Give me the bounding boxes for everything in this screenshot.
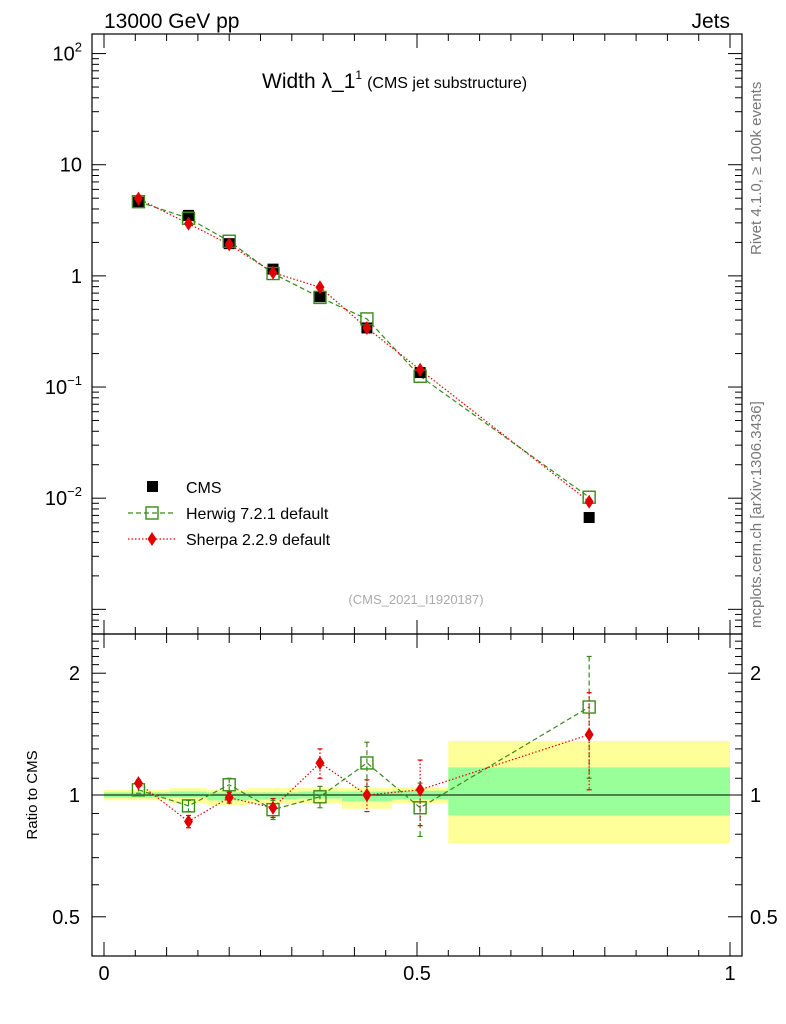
ratio-band-inner — [448, 767, 730, 816]
legend-label-cms: CMS — [186, 480, 222, 497]
ratio-sherpa-point — [133, 776, 143, 791]
ratio-sherpa-point — [184, 814, 194, 829]
ratio-sherpa-point — [584, 727, 594, 742]
ratio-herwig-point — [222, 778, 236, 792]
legend-label-herwig: Herwig 7.2.1 default — [186, 506, 329, 523]
sherpa-point — [584, 494, 594, 509]
ratio-xtick-label: 0 — [98, 963, 109, 985]
legend-marker-cms — [147, 481, 158, 492]
ratio-ytick-label-left: 1 — [69, 785, 80, 807]
ratio-ytick-label-right: 0.5 — [750, 907, 778, 929]
main-ytick-label: 10−1 — [45, 373, 82, 399]
ratio-herwig-point — [413, 801, 427, 815]
legend-label-sherpa: Sherpa 2.2.9 default — [186, 532, 331, 549]
side-label-bottom: mcplots.cern.ch [arXiv:1306.3436] — [748, 401, 765, 628]
process-label: Jets — [691, 10, 730, 33]
ratio-line-sherpa — [138, 734, 590, 823]
ratio-sherpa-point — [224, 790, 234, 805]
sherpa-point — [415, 362, 425, 377]
legend-marker-herwig — [145, 506, 159, 520]
cms-point — [314, 291, 326, 303]
ratio-sherpa-point — [415, 782, 425, 797]
sherpa-point — [184, 216, 194, 231]
side-label-top: Rivet 4.1.0, ≥ 100k events — [748, 82, 765, 255]
analysis-watermark: (CMS_2021_I1920187) — [348, 592, 483, 607]
ratio-line-herwig — [138, 706, 590, 811]
main-ytick-label: 102 — [53, 40, 82, 66]
ratio-sherpa-point — [362, 788, 372, 802]
main-line-herwig — [138, 201, 590, 498]
legend-marker-sherpa — [147, 532, 157, 546]
sherpa-point — [268, 265, 278, 280]
chart-title-sup: 1 — [355, 68, 362, 82]
sherpa-point — [315, 280, 325, 295]
chart-subtitle: (CMS jet substructure) — [367, 75, 527, 92]
ratio-herwig-point — [181, 799, 196, 813]
ratio-xtick-label: 1 — [724, 963, 735, 985]
ratio-ytick-label-left: 0.5 — [52, 907, 80, 929]
main-ytick-label: 10−2 — [45, 484, 82, 510]
ratio-ytick-label-right: 2 — [750, 663, 761, 685]
main-ytick-label: 10 — [60, 155, 82, 177]
ratio-sherpa-point — [315, 755, 325, 770]
ratio-sherpa-point — [268, 800, 278, 815]
energy-label: 13000 GeV pp — [104, 10, 239, 33]
cms-point — [583, 512, 595, 524]
main-ytick-label: 1 — [71, 266, 82, 288]
ratio-ytick-label-right: 1 — [750, 785, 761, 807]
sherpa-point — [133, 191, 143, 206]
ratio-band-inner — [247, 792, 299, 800]
ratio-ylabel: Ratio to CMS — [24, 750, 41, 839]
ratio-herwig-point — [360, 756, 374, 770]
sherpa-point — [224, 237, 234, 252]
ratio-herwig-point — [313, 790, 327, 804]
sherpa-point — [362, 320, 372, 335]
ratio-ytick-label-left: 2 — [69, 663, 80, 685]
ratio-panel: 0.5 0.5 1 1 2 2 0 0.5 1 — [52, 633, 778, 985]
chart-title: Width λ_11 (CMS jet substructure) — [262, 68, 527, 93]
ratio-herwig-point — [582, 700, 596, 714]
legend: CMS Herwig 7.2.1 default Sherpa 2.2.9 de… — [128, 480, 331, 549]
main-line-sherpa — [138, 198, 590, 503]
cms-point — [183, 209, 195, 221]
ratio-xtick-label: 0.5 — [403, 963, 431, 985]
chart-title-text: Width λ_1 — [262, 70, 355, 93]
main-panel: 102 10 1 10−1 10−2 — [45, 33, 743, 635]
